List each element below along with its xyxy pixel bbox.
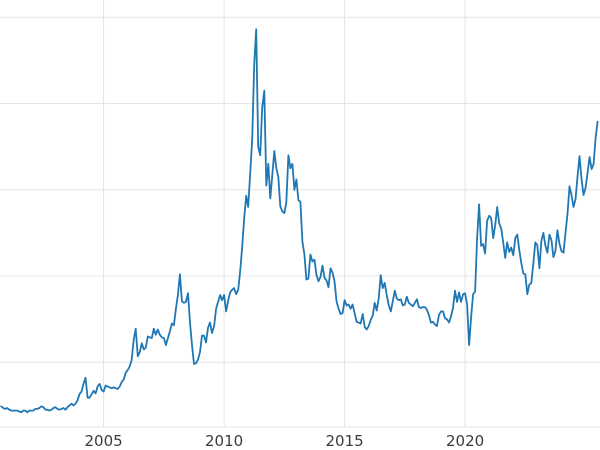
x-tick-label: 2010	[205, 432, 243, 450]
price-series-line	[0, 28, 599, 414]
x-tick-label: 2015	[326, 432, 364, 450]
x-tick-label: 2005	[85, 432, 123, 450]
x-tick-label: 2020	[446, 432, 484, 450]
